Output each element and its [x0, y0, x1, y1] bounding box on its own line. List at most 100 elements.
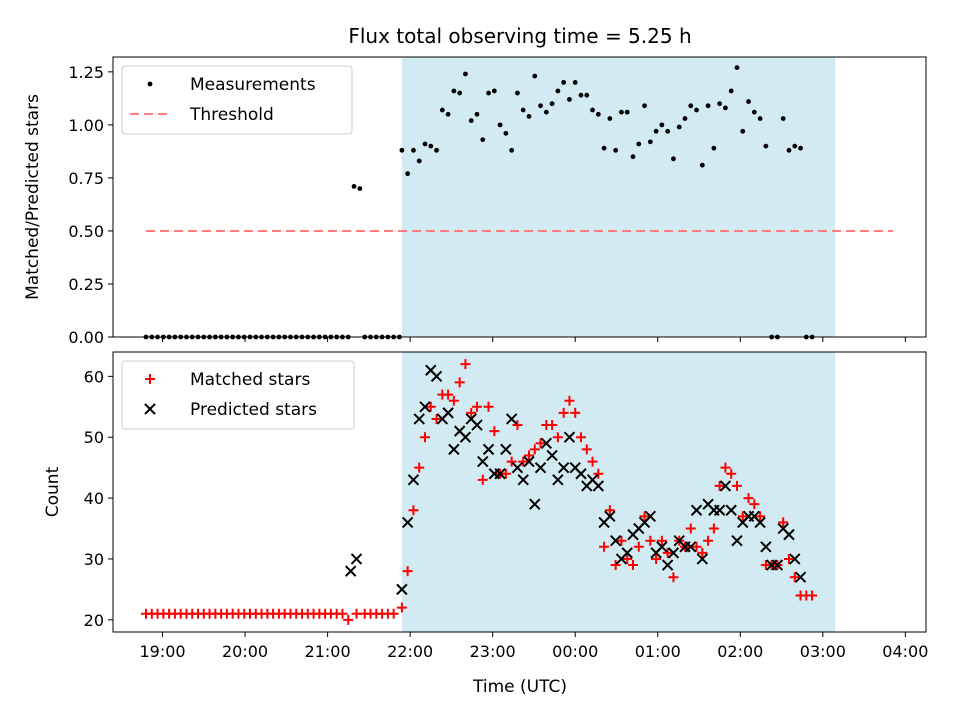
- data-point: [411, 147, 416, 153]
- data-point: [590, 107, 595, 113]
- data-point: [480, 137, 486, 143]
- data-point-matched: [483, 401, 494, 412]
- data-point-matched: [477, 474, 488, 485]
- data-point-matched: [431, 413, 442, 424]
- observing-window-band: [401, 352, 836, 632]
- data-point: [728, 88, 734, 94]
- data-point: [763, 143, 769, 149]
- data-point-predicted: [540, 437, 553, 450]
- data-point-matched: [512, 420, 523, 431]
- data-point: [549, 101, 555, 107]
- data-point-predicted: [656, 541, 668, 553]
- y-tick-label: 50: [84, 428, 104, 447]
- data-point-matched: [685, 523, 696, 534]
- data-point-matched: [425, 401, 436, 412]
- data-point-predicted: [719, 480, 732, 492]
- data-point-predicted: [413, 413, 425, 425]
- data-point: [723, 105, 728, 111]
- data-point-predicted: [696, 553, 709, 565]
- data-point: [532, 73, 538, 79]
- data-point-matched: [506, 456, 517, 467]
- data-point-predicted: [448, 443, 460, 456]
- data-point-matched: [443, 389, 454, 400]
- data-point-matched: [639, 511, 650, 522]
- data-point: [543, 109, 549, 115]
- legend-box: [121, 65, 353, 135]
- data-point-matched: [570, 407, 581, 418]
- data-point-predicted: [794, 571, 807, 583]
- data-point-matched: [337, 608, 348, 619]
- axes-frame: [112, 351, 927, 633]
- data-point: [798, 145, 803, 151]
- legend-marker-dot: [147, 81, 153, 87]
- data-point: [647, 139, 653, 145]
- data-point-predicted: [419, 401, 431, 413]
- data-point: [682, 116, 688, 121]
- data-point-predicted: [552, 474, 564, 486]
- data-point-predicted: [505, 413, 518, 425]
- data-point: [399, 147, 405, 153]
- data-point: [711, 145, 717, 151]
- data-point: [642, 103, 647, 109]
- data-point-matched: [466, 407, 477, 418]
- y-tick-label: 0.75: [68, 169, 104, 188]
- data-point: [636, 141, 642, 147]
- data-point-predicted: [477, 455, 489, 468]
- data-point-matched: [552, 432, 563, 443]
- data-point: [445, 111, 451, 117]
- x-tick-label: 19:00: [139, 642, 185, 661]
- data-point-matched: [604, 505, 615, 516]
- data-point-matched: [547, 420, 558, 431]
- data-point-predicted: [621, 547, 633, 559]
- data-point: [595, 111, 601, 117]
- data-point-matched: [460, 359, 471, 370]
- data-point-matched: [500, 468, 511, 479]
- data-point: [451, 88, 457, 94]
- data-point-matched: [448, 395, 459, 406]
- data-point-matched: [489, 426, 500, 437]
- data-point-predicted: [471, 419, 483, 431]
- data-point-predicted: [604, 510, 616, 523]
- data-point-matched: [622, 553, 633, 564]
- x-tick-label: 00:00: [552, 642, 598, 661]
- data-point-matched: [731, 480, 742, 491]
- data-point: [746, 99, 751, 104]
- data-point: [734, 65, 740, 71]
- data-point-matched: [529, 444, 540, 455]
- data-point-predicted: [760, 541, 772, 553]
- x-tick-label: 01:00: [635, 642, 681, 661]
- data-point: [486, 90, 491, 96]
- data-point-matched: [523, 450, 534, 461]
- data-point: [653, 128, 659, 134]
- data-point-predicted: [713, 504, 726, 516]
- data-point-matched: [610, 560, 621, 571]
- x-axis-label: Time (UTC): [472, 677, 567, 697]
- legend-label: Predicted stars: [190, 400, 317, 420]
- data-point-predicted: [482, 443, 495, 456]
- data-point: [717, 101, 723, 107]
- x-tick-label: 02:00: [717, 642, 763, 661]
- data-point: [613, 147, 619, 153]
- data-point: [780, 116, 786, 121]
- data-point-matched: [408, 505, 419, 516]
- data-point: [515, 90, 520, 96]
- data-point: [497, 122, 503, 128]
- data-point-matched: [396, 602, 407, 613]
- data-point: [694, 107, 699, 113]
- data-point-predicted: [563, 431, 576, 443]
- data-point: [463, 71, 468, 77]
- data-point: [699, 162, 705, 168]
- data-point-matched: [697, 547, 708, 558]
- data-point-predicted: [430, 370, 443, 383]
- data-point: [357, 186, 363, 191]
- data-point-predicted: [685, 541, 697, 553]
- data-point: [428, 143, 434, 149]
- y-tick-label: 1.25: [68, 63, 104, 82]
- data-point: [578, 92, 584, 98]
- data-point-predicted: [494, 468, 506, 480]
- data-point: [624, 109, 630, 115]
- data-point: [405, 171, 411, 177]
- data-point-predicted: [523, 455, 535, 468]
- data-point-matched: [703, 535, 714, 546]
- data-point-matched: [343, 614, 354, 625]
